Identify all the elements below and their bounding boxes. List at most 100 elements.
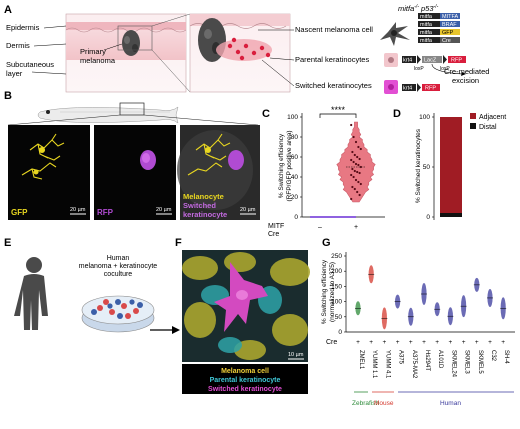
- g-tick-label: 200: [331, 268, 342, 275]
- panel-letter-e: E: [4, 237, 11, 249]
- c-data-point: [359, 182, 362, 186]
- construct-mitfa: mitfa MITFA: [418, 13, 460, 20]
- e-label: Human melanoma + keratinocyte coculture: [79, 255, 158, 278]
- label-nascent-cell: Nascent melanoma cell: [295, 25, 373, 34]
- c-group-minus: –: [318, 224, 322, 231]
- c-data-point: [350, 197, 353, 201]
- f-legend-parental: Parental keratinocyte: [210, 377, 281, 384]
- c-data-point: [358, 157, 361, 161]
- g-cre-plus: +: [462, 339, 466, 346]
- switched-cassette: krt4 RFP: [402, 83, 440, 92]
- g-tick-label: 50: [335, 314, 343, 321]
- c-data-point: [357, 180, 360, 184]
- c-group-plus: +: [354, 224, 358, 231]
- c-data-point: [356, 170, 359, 174]
- label-epidermis: Epidermis: [6, 23, 40, 32]
- c-data-point: [350, 158, 353, 162]
- svg-text:MITFA: MITFA: [442, 14, 459, 20]
- svg-text:RFP: RFP: [451, 58, 462, 64]
- c-data-point: [357, 145, 360, 149]
- c-tick-label: 100: [287, 114, 298, 121]
- c-tick-label: 0: [294, 214, 298, 221]
- human-icon: [14, 257, 48, 330]
- g-cre-plus: +: [396, 339, 400, 346]
- g-cell-line-label: A101D: [437, 350, 443, 369]
- c-significance: ****: [331, 105, 346, 115]
- c-data-point: [356, 190, 359, 194]
- svg-text:krt4: krt4: [403, 86, 412, 92]
- c-data-point: [356, 155, 359, 159]
- g-cell-line-label: SKMEL3: [464, 350, 470, 374]
- construct-cre: mitfa Cre: [418, 37, 460, 44]
- scale-bar-merge: 20 µm: [240, 207, 256, 213]
- c-data-point: [357, 163, 360, 167]
- g-cre-plus: +: [409, 339, 413, 346]
- panel-a: Epidermis Dermis Subcutaneous layer Prima…: [6, 4, 489, 94]
- svg-text:LacZ: LacZ: [424, 58, 437, 64]
- g-cell-line-label: SH-4: [503, 350, 509, 364]
- c-data-point: [359, 147, 362, 151]
- panel-f: 10 µm Melanoma cell Parental keratinocyt…: [182, 250, 310, 394]
- d-tick-label: 0: [426, 214, 430, 221]
- excision-label: Cre-mediated excision: [444, 67, 489, 85]
- transgene-constructs: mitfa MITFA mitfa BRAF mitfa GFP mitfa C…: [418, 13, 460, 44]
- construct-gfp: mitfa GFP: [418, 29, 460, 36]
- merge-label-melanocyte: Melanocyte: [183, 192, 224, 201]
- g-cre-plus: +: [501, 339, 505, 346]
- c-data-point: [350, 123, 353, 127]
- d-legend-distal: Distal: [479, 124, 497, 131]
- svg-text:BRAF: BRAF: [442, 22, 457, 28]
- d-tick-label: 100: [419, 114, 430, 121]
- panel-letter-d: D: [393, 108, 401, 120]
- panel-letter-a: A: [4, 4, 12, 16]
- panel-d: 0 50 100 % Switched keratinocytes Adjacent…: [415, 113, 506, 221]
- c-data-point: [358, 171, 361, 175]
- c-tick-label: 20: [291, 194, 299, 201]
- g-tick-label: 0: [338, 329, 342, 336]
- svg-text:Cre: Cre: [442, 38, 451, 44]
- g-cre-plus: +: [449, 339, 453, 346]
- label-switched-keratinocytes: Switched keratinocytes: [295, 81, 372, 90]
- construct-braf: mitfa BRAF: [418, 21, 460, 28]
- d-ylabel: % Switched keratinocytes: [415, 128, 422, 203]
- g-cre-plus: +: [422, 339, 426, 346]
- g-cell-line-label: YUMM 4.1: [384, 350, 390, 379]
- g-yticks: 0 50 100 150 200 250: [331, 253, 346, 336]
- petri-dish-icon: [81, 295, 155, 333]
- c-ylabel: % Switching efficiency(RFP/GFP positive …: [278, 130, 293, 201]
- g-cell-line-label: ZMEL1: [358, 350, 364, 370]
- d-yticks: 0 50 100: [419, 114, 434, 221]
- g-violins: [355, 265, 507, 330]
- rfp-image: [94, 125, 176, 220]
- f-scale: 10 µm: [288, 352, 304, 358]
- genotype-label: mitfa-/- p53-/-: [398, 4, 439, 13]
- c-row-mitf: MITF: [268, 223, 284, 230]
- label-parental-keratinocytes: Parental keratinocytes: [295, 55, 369, 64]
- c-tick-label: 80: [291, 134, 299, 141]
- c-data-point: [353, 169, 356, 173]
- c-tick-label: 40: [291, 174, 299, 181]
- gfp-image: [8, 125, 90, 220]
- panel-letter-f: F: [175, 237, 182, 249]
- c-yticks: 0 20 40 60 80 100: [287, 114, 302, 221]
- f-legend-melanoma: Melanoma cell: [221, 368, 269, 375]
- c-data-point: [352, 135, 355, 139]
- g-cell-line-label: Hs294T: [424, 350, 430, 371]
- panel-letter-b: B: [4, 90, 12, 102]
- g-cre-plus: +: [383, 339, 387, 346]
- svg-text:mitfa: mitfa: [420, 22, 433, 28]
- g-cell-line-label: SKMEL5: [477, 350, 483, 374]
- g-species-zebrafish: Zebrafish: [352, 400, 379, 407]
- g-ylabel: % Switching efficiency(normalized to A37…: [321, 259, 336, 324]
- svg-text:mitfa: mitfa: [420, 14, 433, 20]
- gfp-label: GFP: [11, 208, 28, 217]
- svg-text:loxP: loxP: [440, 66, 450, 72]
- g-cell-line-label: YUMM 1.1: [371, 350, 377, 379]
- g-tick-label: 150: [331, 283, 342, 290]
- label-primary-melanoma: Primary melanoma: [80, 47, 116, 65]
- g-cre-plus: +: [435, 339, 439, 346]
- panel-g: 0 50 100 150 200 250 % Switching efficiency(n…: [321, 252, 515, 407]
- lox-cassette: krt4 LacZ RFP loxP loxP: [402, 55, 466, 72]
- g-cre-plus: +: [369, 339, 373, 346]
- g-cre-plus: +: [488, 339, 492, 346]
